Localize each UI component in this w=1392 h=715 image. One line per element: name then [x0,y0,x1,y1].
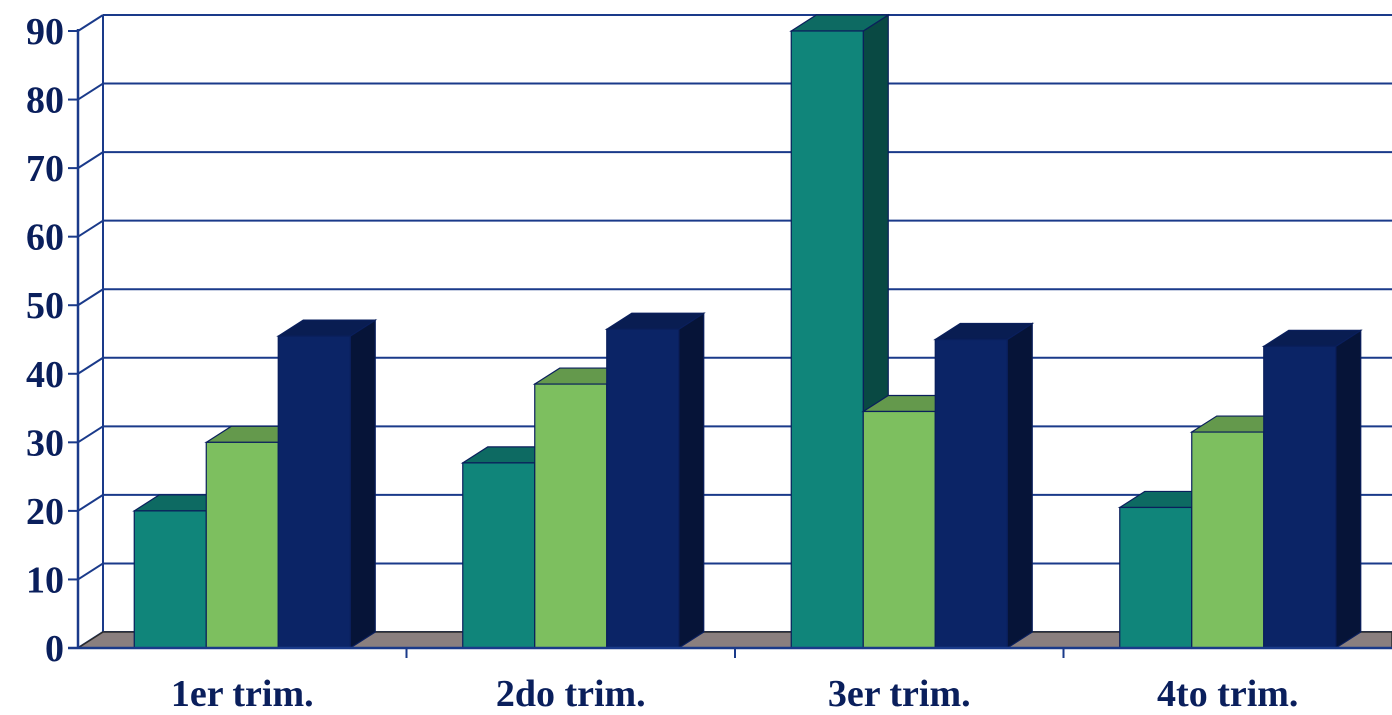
y-tick-label: 0 [45,628,64,670]
bar [933,322,1035,650]
y-tick-label: 60 [26,217,64,259]
bar-front-face [1263,345,1337,649]
bar-side-face [678,312,705,650]
bar-front-face [534,383,608,649]
bar-front-face [1191,431,1265,649]
bar-front-face [205,441,279,649]
category-labels: 1er trim. 2do trim. 3er trim. 4to trim. [171,673,1299,715]
bar-front-face [277,335,351,649]
x-category-label: 3er trim. [828,673,971,715]
y-tick-label: 10 [26,559,64,601]
y-tick-label: 50 [26,285,64,327]
bars [132,13,1363,650]
side-wall-gridline [77,151,104,169]
bar [276,318,378,650]
x-category-label: 1er trim. [171,673,314,715]
bar-front-face [790,30,864,649]
y-tick-label: 30 [26,422,64,464]
x-category-label: 4to trim. [1157,673,1298,715]
bar [1261,329,1363,650]
y-tick-label: 40 [26,354,64,396]
y-tick-labels: 0 10 20 30 40 50 60 70 80 90 [26,11,64,670]
bar-side-face [1335,329,1362,650]
bar-side-face [349,318,376,650]
y-tick-label: 80 [26,80,64,122]
y-tick-label: 70 [26,148,64,190]
side-wall-gridline [77,14,104,32]
bar-front-face [862,410,936,649]
bar-front-face [934,338,1008,649]
side-wall-gridline [77,562,104,581]
bar-front-face [462,462,536,649]
x-category-label: 2do trim. [496,673,646,715]
side-wall-gridline [77,494,104,512]
side-wall-gridline [77,425,104,444]
bar-front-face [606,328,680,649]
side-wall-gridline [77,356,104,375]
axes [68,29,1392,658]
side-wall-gridline [77,219,104,238]
bar-front-face [133,510,207,649]
side-wall-gridline [77,288,104,307]
bar-front-face [1119,506,1193,649]
side-wall-gridline [77,82,104,101]
bar [604,312,706,650]
bar-side-face [1006,322,1033,650]
y-tick-label: 90 [26,11,64,53]
y-tick-label: 20 [26,491,64,533]
